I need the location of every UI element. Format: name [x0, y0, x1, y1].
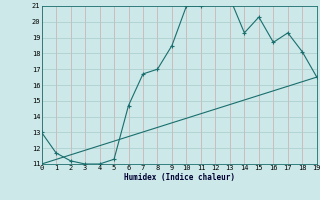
X-axis label: Humidex (Indice chaleur): Humidex (Indice chaleur) [124, 173, 235, 182]
